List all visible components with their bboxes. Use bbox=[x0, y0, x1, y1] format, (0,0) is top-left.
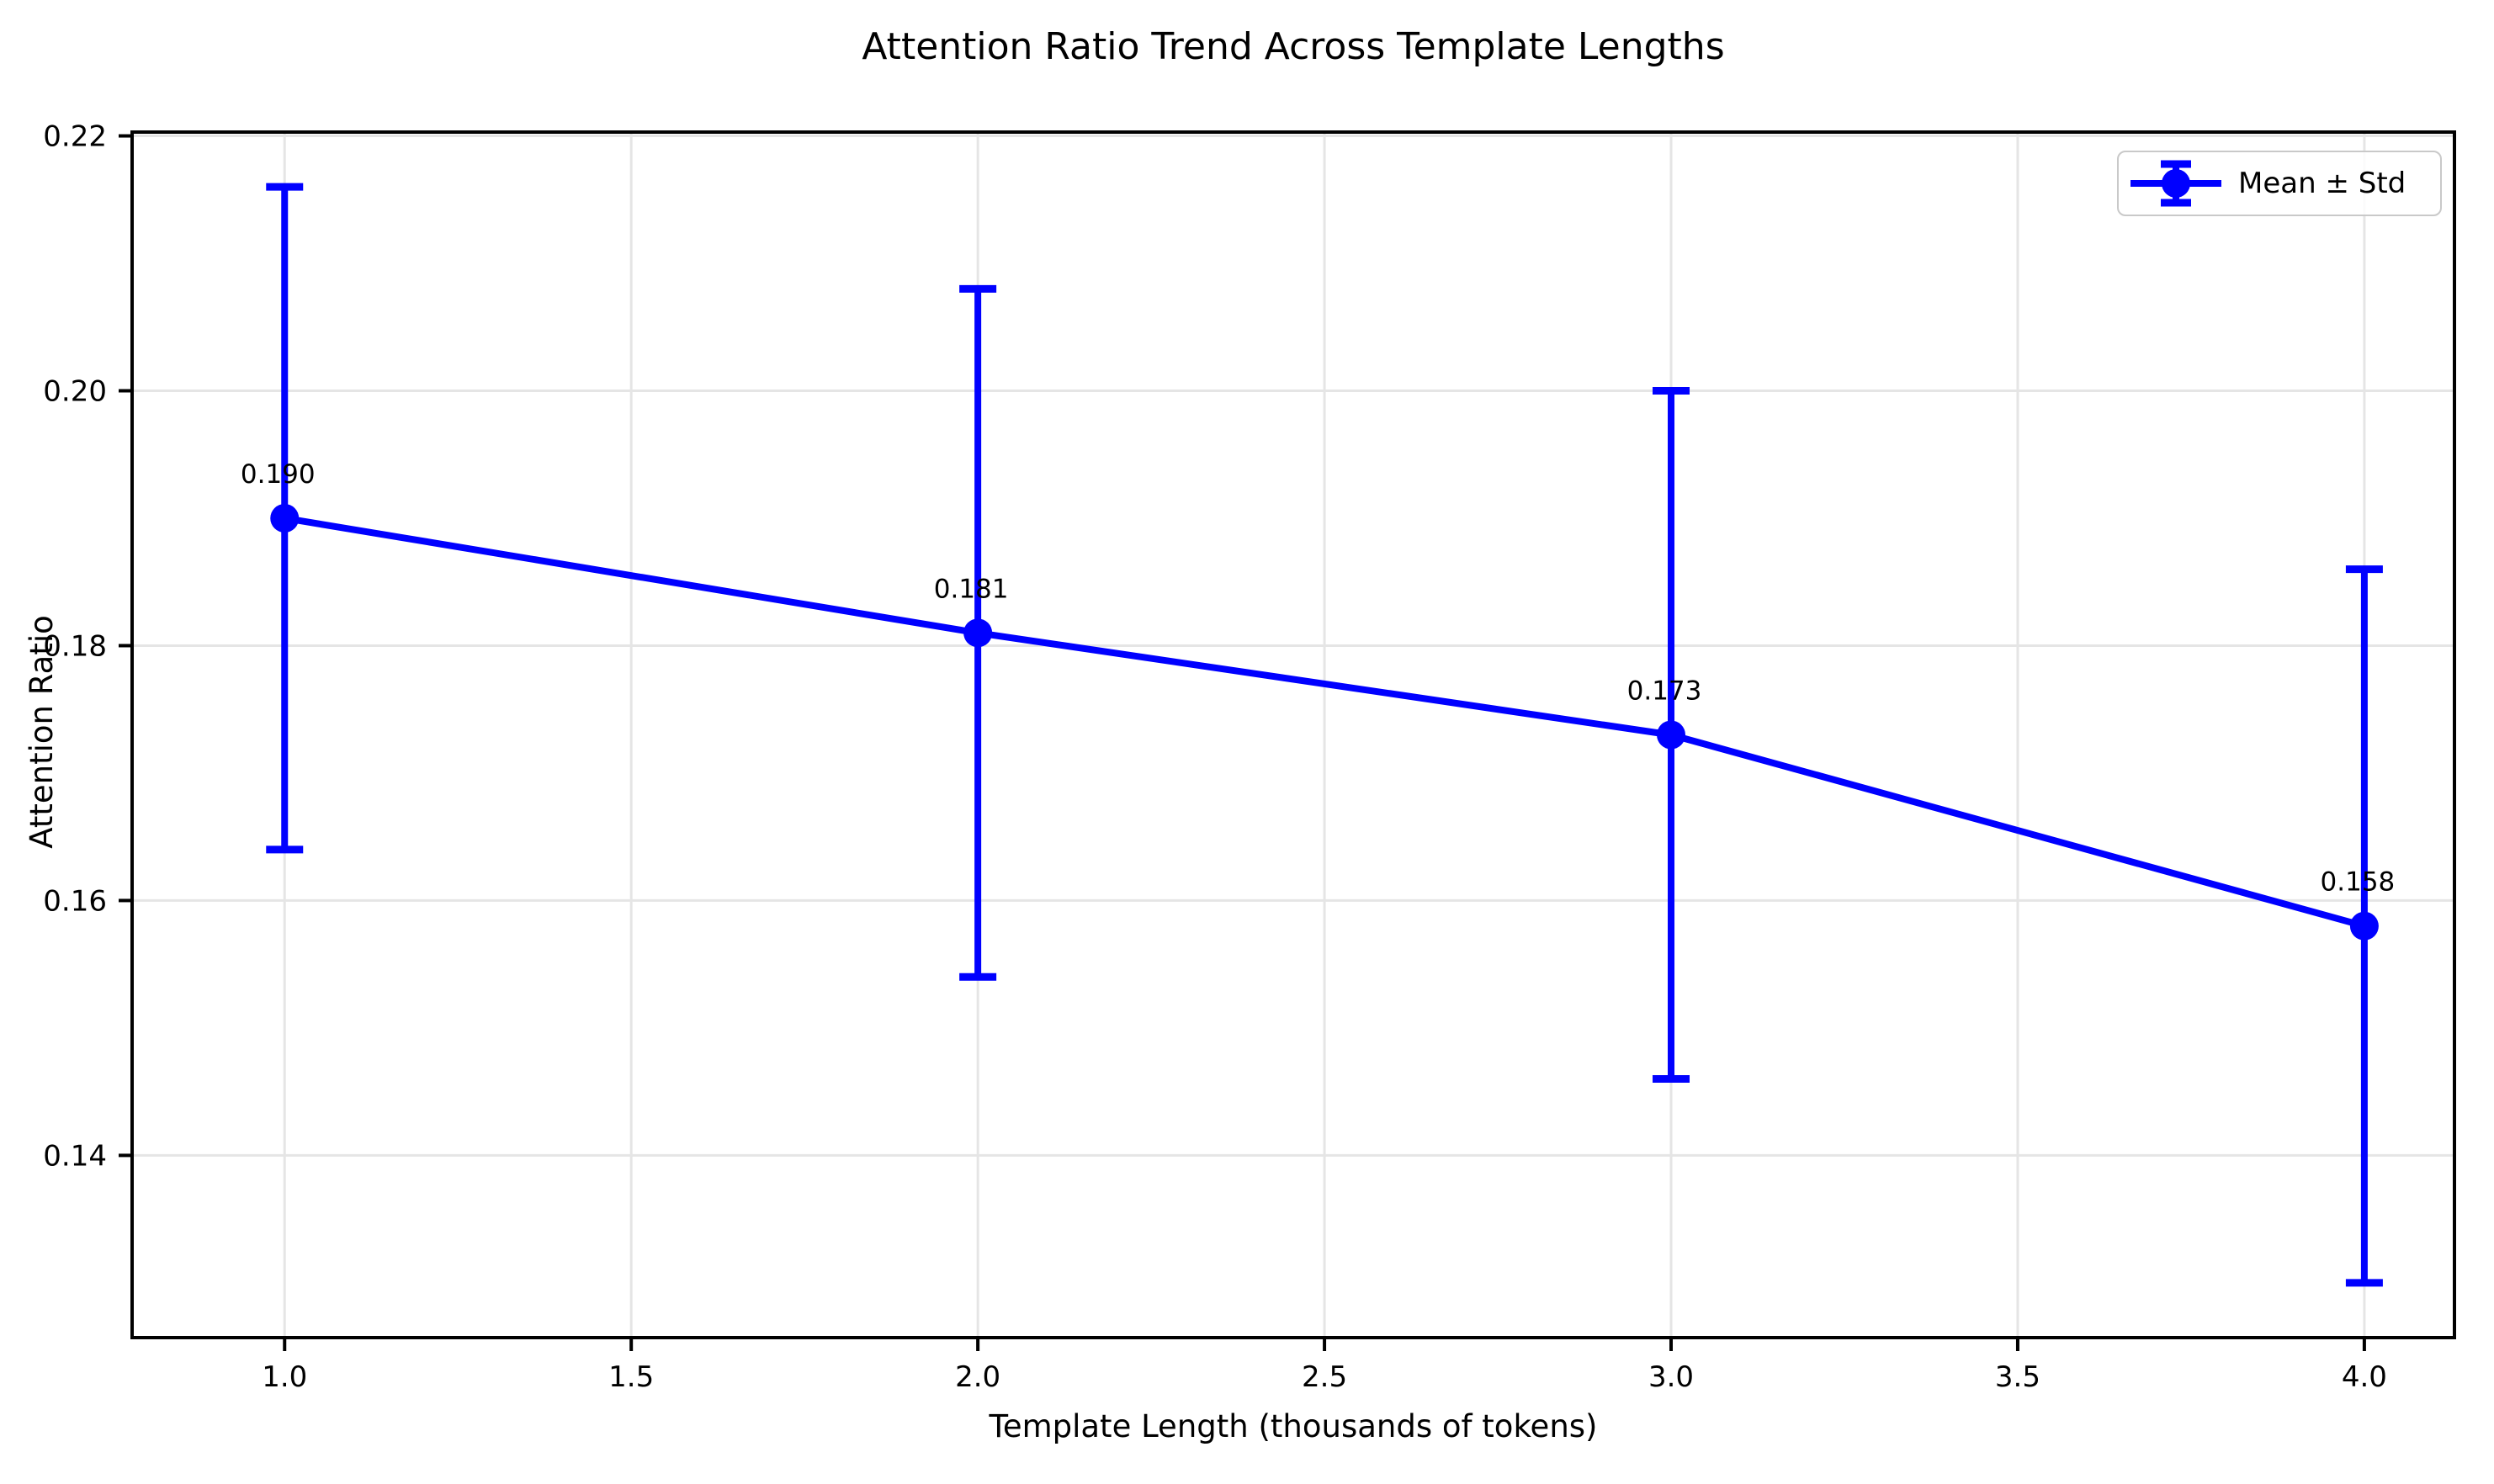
x-axis-label: Template Length (thousands of tokens) bbox=[989, 1408, 1598, 1444]
data-point-marker bbox=[2349, 911, 2379, 941]
legend-label: Mean ± Std bbox=[2238, 167, 2406, 200]
data-point-marker bbox=[1657, 720, 1686, 750]
value-label: 0.181 bbox=[934, 574, 1009, 604]
errorbar-legend-icon bbox=[2131, 160, 2221, 207]
x-tick-label: 2.0 bbox=[955, 1360, 1000, 1394]
data-point-marker bbox=[963, 618, 993, 648]
y-tick-label: 0.16 bbox=[43, 884, 107, 918]
y-tick-label: 0.20 bbox=[43, 375, 107, 409]
y-tick-label: 0.18 bbox=[43, 629, 107, 663]
y-axis-label: Attention Ratio bbox=[24, 615, 60, 849]
x-tick-label: 3.5 bbox=[1995, 1360, 2040, 1394]
x-tick-label: 1.0 bbox=[262, 1360, 307, 1394]
value-label: 0.158 bbox=[2321, 867, 2396, 898]
x-tick-label: 4.0 bbox=[2342, 1360, 2387, 1394]
trend-line bbox=[284, 515, 2365, 930]
y-tick-label: 0.22 bbox=[43, 120, 107, 154]
value-label: 0.190 bbox=[241, 459, 316, 490]
data-point-marker bbox=[270, 503, 300, 533]
legend: Mean ± Std bbox=[2117, 151, 2442, 216]
plot-border bbox=[130, 130, 2456, 1339]
value-label: 0.173 bbox=[1627, 676, 1702, 707]
x-tick-label: 3.0 bbox=[1648, 1360, 1694, 1394]
x-tick-label: 2.5 bbox=[1302, 1360, 1347, 1394]
y-tick-label: 0.14 bbox=[43, 1139, 107, 1173]
x-tick-label: 1.5 bbox=[608, 1360, 654, 1394]
chart-title: Attention Ratio Trend Across Template Le… bbox=[862, 25, 1725, 68]
